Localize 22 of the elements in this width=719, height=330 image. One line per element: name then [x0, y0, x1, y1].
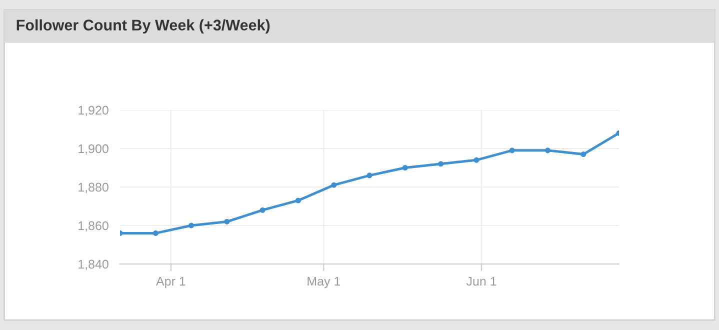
y-tick-label: 1,900 [78, 144, 108, 155]
y-tick-label: 1,860 [78, 221, 108, 232]
point [438, 161, 444, 167]
point [224, 218, 230, 224]
point [366, 172, 372, 178]
point [474, 157, 480, 163]
point [544, 148, 550, 154]
y-tick-label: 1,920 [78, 106, 108, 116]
point [295, 198, 301, 204]
point [152, 230, 158, 236]
point [580, 151, 586, 158]
point [331, 182, 337, 188]
chart-title: Follower Count By Week (+3/Week) [16, 19, 270, 34]
x-tick-label: Apr 1 [156, 276, 186, 288]
x-tick-label: Jun 1 [466, 276, 496, 286]
point [402, 164, 408, 171]
point [260, 207, 266, 213]
y-tick-label: 1,880 [78, 182, 108, 194]
point [188, 222, 194, 228]
point [509, 148, 515, 154]
x-tick-label: May 1 [308, 276, 340, 288]
y-tick-label: 1,840 [78, 260, 108, 270]
